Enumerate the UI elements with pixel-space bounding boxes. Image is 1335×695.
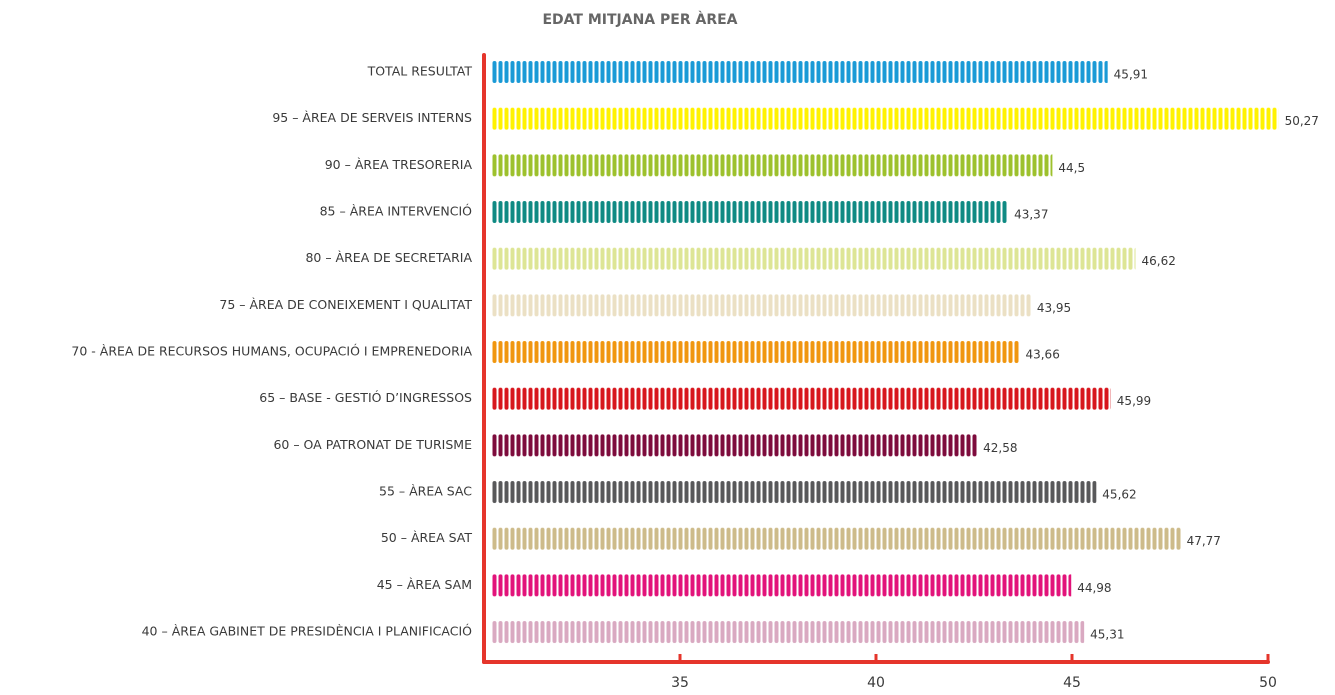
x-tick-label: 40 [867, 675, 885, 691]
y-tick-label: 85 – ÀREA INTERVENCIÓ [320, 204, 473, 219]
value-label: 44,5 [1058, 161, 1085, 175]
y-tick-label: 80 – ÀREA DE SECRETARIA [305, 250, 472, 265]
value-label: 50,27 [1285, 114, 1319, 128]
y-tick-label: 70 - ÀREA DE RECURSOS HUMANS, OCUPACIÓ I… [71, 344, 472, 359]
bar [492, 574, 1072, 597]
value-label: 45,31 [1090, 628, 1124, 642]
x-tick-label: 35 [671, 675, 689, 691]
bar [492, 621, 1085, 644]
bar [492, 107, 1279, 130]
value-label: 43,66 [1025, 348, 1059, 362]
value-label: 42,58 [983, 441, 1017, 455]
bar [492, 61, 1108, 83]
value-label: 46,62 [1142, 254, 1176, 268]
value-label: 45,91 [1114, 68, 1148, 82]
bar [492, 527, 1181, 550]
value-label: 44,98 [1077, 581, 1111, 595]
value-label: 43,95 [1037, 301, 1071, 315]
y-tick-label: 55 – ÀREA SAC [379, 484, 472, 499]
y-tick-label: 40 – ÀREA GABINET DE PRESIDÈNCIA I PLANI… [142, 624, 473, 639]
value-label: 43,37 [1014, 208, 1048, 222]
bar [492, 481, 1097, 504]
bar [492, 247, 1136, 270]
value-label: 47,77 [1187, 534, 1221, 548]
bar [492, 154, 1053, 177]
y-tick-label: 75 – ÀREA DE CONEIXEMENT I QUALITAT [219, 297, 472, 312]
y-tick-label: 90 – ÀREA TRESORERIA [325, 157, 473, 172]
y-tick-label: TOTAL RESULTAT [367, 64, 473, 79]
bar [492, 434, 978, 457]
y-tick-label: 45 – ÀREA SAM [377, 577, 472, 592]
bar [492, 201, 1009, 224]
y-tick-label: 50 – ÀREA SAT [381, 530, 473, 545]
x-tick-label: 50 [1259, 675, 1277, 691]
y-tick-label: 95 – ÀREA DE SERVEIS INTERNS [272, 110, 472, 125]
bar [492, 294, 1031, 317]
value-label: 45,62 [1102, 488, 1136, 502]
x-tick-label: 45 [1063, 675, 1081, 691]
bar [492, 387, 1111, 410]
y-tick-label: 60 – OA PATRONAT DE TURISME [273, 437, 472, 452]
value-label: 45,99 [1117, 394, 1151, 408]
chart-title: EDAT MITJANA PER ÀREA [542, 11, 737, 28]
y-tick-label: 65 – BASE - GESTIÓ D’INGRESSOS [259, 390, 472, 405]
bar [492, 341, 1020, 364]
